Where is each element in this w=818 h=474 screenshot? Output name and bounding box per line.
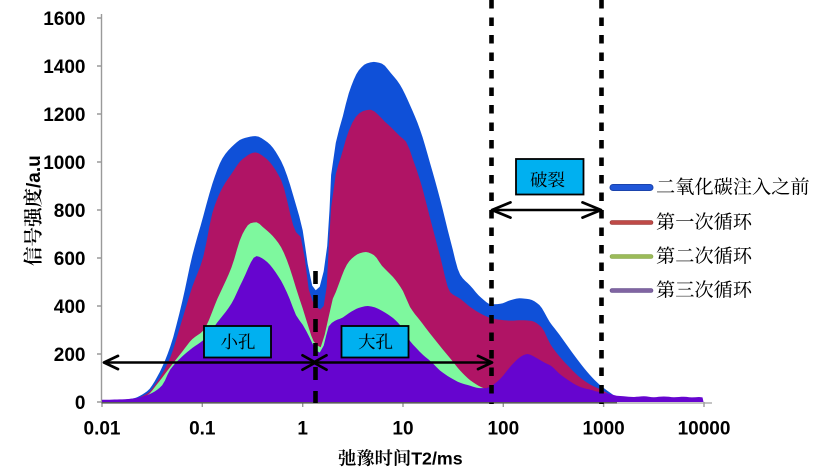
svg-text:100: 100: [487, 419, 519, 440]
svg-text:1200: 1200: [43, 105, 85, 126]
svg-text:400: 400: [54, 297, 86, 318]
svg-text:1600: 1600: [43, 9, 85, 30]
svg-text:/a.u: /a.u: [24, 155, 45, 188]
svg-text:600: 600: [54, 249, 86, 270]
svg-text:1: 1: [297, 419, 308, 440]
svg-text:200: 200: [54, 345, 86, 366]
svg-text:1000: 1000: [43, 153, 85, 174]
svg-text:800: 800: [54, 201, 86, 222]
svg-text:0.01: 0.01: [84, 419, 121, 440]
svg-text:10: 10: [392, 419, 413, 440]
svg-text:0.1: 0.1: [189, 419, 216, 440]
svg-text:10000: 10000: [678, 419, 731, 440]
svg-text:1000: 1000: [582, 419, 624, 440]
svg-text:T2/ms: T2/ms: [411, 449, 463, 469]
svg-text:0: 0: [75, 393, 86, 414]
svg-text:1400: 1400: [43, 57, 85, 78]
